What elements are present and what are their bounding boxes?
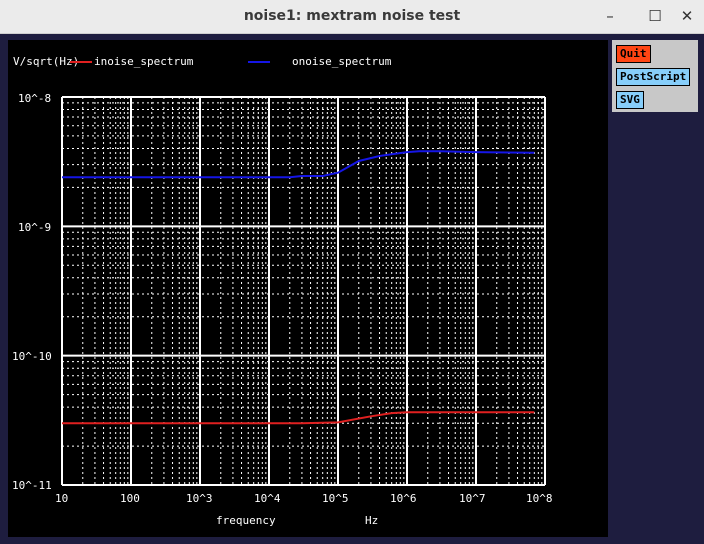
window-title: noise1: mextram noise test (243, 8, 461, 24)
y-tick-label-1e-10: 10^-10 (12, 350, 52, 363)
y-tick-label-1e-9: 10^-9 (18, 221, 51, 234)
postscript-button[interactable]: PostScript (616, 68, 691, 86)
button-panel: Quit PostScript SVG (612, 40, 698, 112)
y-axis-label: V/sqrt(Hz) (13, 55, 79, 68)
x-tick-label-1e5: 10^5 (322, 492, 349, 505)
close-icon[interactable]: ✕ (680, 7, 694, 25)
title-bar: noise1: mextram noise test – ☐ ✕ (0, 0, 704, 34)
series-line-onoise_spectrum (62, 150, 535, 179)
x-tick-label-10: 10 (55, 492, 68, 505)
y-tick-label-1e-8: 10^-8 (18, 92, 51, 105)
legend-label-inoise: inoise_spectrum (94, 55, 194, 68)
legend-label-onoise: onoise_spectrum (292, 55, 392, 68)
x-tick-label-1e3: 10^3 (186, 492, 213, 505)
grid (61, 96, 546, 486)
minimize-icon[interactable]: – (606, 7, 614, 25)
noise-chart: V/sqrt(Hz) inoise_spectrum onoise_spectr… (12, 55, 553, 527)
x-axis-label: frequency (216, 514, 276, 527)
series-line-inoise_spectrum (62, 411, 535, 425)
x-tick-label-1e8: 10^8 (526, 492, 553, 505)
y-tick-label-1e-11: 10^-11 (12, 479, 52, 492)
x-tick-label-1e7: 10^7 (459, 492, 486, 505)
plot-area: V/sqrt(Hz) inoise_spectrum onoise_spectr… (8, 40, 608, 537)
quit-button[interactable]: Quit (616, 45, 651, 63)
x-axis-unit: Hz (365, 514, 378, 527)
svg-button[interactable]: SVG (616, 91, 644, 109)
x-tick-label-1e6: 10^6 (390, 492, 417, 505)
x-tick-label-100: 100 (120, 492, 140, 505)
maximize-icon[interactable]: ☐ (648, 7, 662, 25)
x-tick-label-1e4: 10^4 (254, 492, 281, 505)
series-lines (62, 150, 535, 425)
